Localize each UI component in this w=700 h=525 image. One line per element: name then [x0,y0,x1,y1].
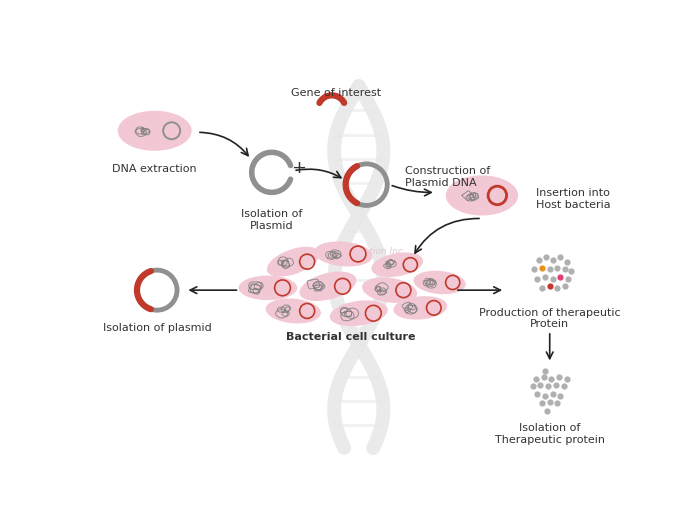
Text: Production of therapeutic
Protein: Production of therapeutic Protein [479,308,620,330]
Text: Bacterial cell culture: Bacterial cell culture [286,332,416,342]
Ellipse shape [393,296,447,320]
Ellipse shape [414,271,466,294]
Text: Genetic Education Inc.: Genetic Education Inc. [304,247,406,256]
Ellipse shape [330,300,388,326]
Ellipse shape [372,253,423,277]
Text: Isolation of
Plasmid: Isolation of Plasmid [241,208,302,231]
Text: Isolation of plasmid: Isolation of plasmid [103,323,211,333]
Ellipse shape [314,242,372,267]
Text: DNA extraction: DNA extraction [113,164,197,174]
Text: Isolation of
Therapeutic protein: Isolation of Therapeutic protein [495,423,605,445]
Text: Insertion into
Host bacteria: Insertion into Host bacteria [536,188,610,210]
Ellipse shape [267,247,320,277]
Text: +: + [291,160,306,177]
Ellipse shape [266,298,321,323]
Ellipse shape [239,276,297,300]
Ellipse shape [118,111,192,151]
Text: Gene of interest: Gene of interest [290,88,381,98]
Ellipse shape [446,175,518,215]
Text: Construction of
Plasmid DNA: Construction of Plasmid DNA [405,166,490,188]
Ellipse shape [362,277,417,303]
Ellipse shape [300,271,356,301]
